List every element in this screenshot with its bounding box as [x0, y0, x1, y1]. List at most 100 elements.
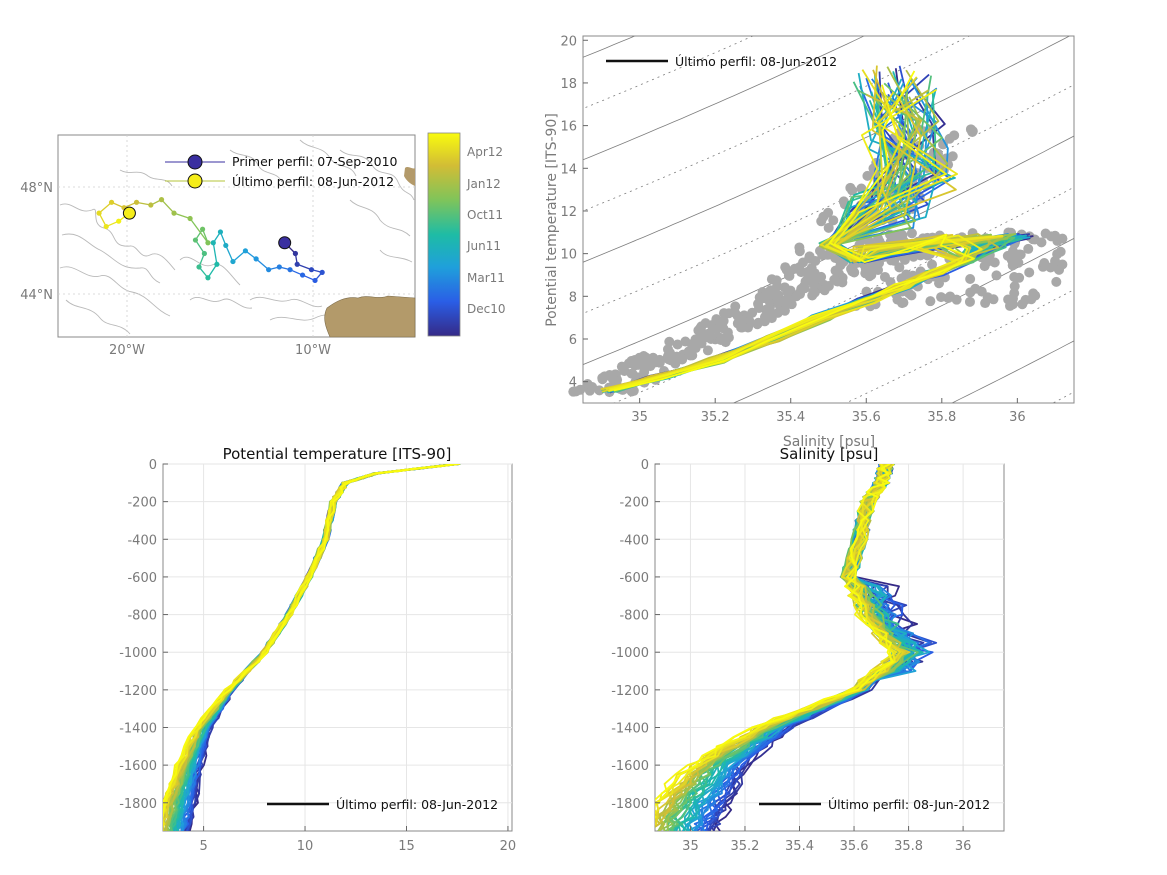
ytick-label: -400: [619, 533, 649, 548]
reference-point: [1015, 249, 1026, 260]
ytick-label: -1400: [119, 721, 157, 736]
ts-xtick-label: 35.6: [852, 410, 881, 425]
trajectory-point: [242, 248, 249, 254]
ts-xtick-label: 36: [1009, 410, 1026, 425]
xtick-label: 15: [398, 839, 415, 854]
reference-point: [1002, 250, 1013, 261]
reference-point: [702, 345, 713, 356]
trajectory-point: [196, 264, 202, 270]
xtick-label: 20: [500, 839, 517, 854]
reference-point: [759, 291, 770, 302]
ytick-label: -600: [619, 571, 649, 586]
xtick-label: 10: [297, 839, 314, 854]
reference-point: [672, 339, 683, 350]
map-ytick-44n: 44°N: [20, 288, 53, 303]
trajectory-point: [187, 215, 193, 222]
isopycnal: [951, 340, 1074, 403]
reference-point: [684, 347, 695, 358]
reference-point: [837, 277, 848, 288]
ts-ytick-label: 10: [560, 248, 577, 263]
ytick-label: -1600: [119, 759, 157, 774]
reference-point: [771, 275, 782, 286]
trajectory-point: [103, 223, 109, 230]
trajectory-point: [292, 250, 299, 257]
reference-point: [816, 271, 827, 282]
ts-profiles: [600, 65, 1034, 394]
trajectory-point: [230, 258, 236, 265]
reference-point: [965, 287, 976, 298]
map-legend-first-marker: [187, 154, 203, 170]
reference-point: [925, 296, 936, 307]
reference-point: [1009, 281, 1020, 292]
xtick-label: 36: [955, 839, 972, 854]
reference-point: [711, 324, 722, 335]
reference-point: [594, 385, 605, 396]
reference-point: [645, 361, 656, 372]
reference-point: [772, 307, 783, 318]
ts-profile: [613, 70, 975, 392]
trajectory-segment: [98, 201, 112, 214]
map-xtick-20w: 20°W: [109, 343, 145, 358]
reference-point: [823, 207, 834, 218]
reference-point: [964, 296, 975, 307]
last-profile-marker: [122, 206, 136, 220]
reference-point: [804, 270, 815, 281]
ts-ticks: 35 35.2 35.4 35.6 35.8 36 4 6 8 10 12 14 16 18 20: [560, 34, 1025, 425]
isopycnal: [583, 36, 1071, 263]
reference-point: [575, 384, 586, 395]
reference-point: [1040, 228, 1051, 239]
reference-point: [791, 291, 802, 302]
trajectory-segment: [255, 258, 270, 271]
ts-ytick-label: 8: [569, 290, 577, 305]
reference-point: [947, 151, 958, 162]
temp-depth-grid: [163, 463, 512, 831]
isopycnal: [508, 0, 1143, 36]
reference-point: [894, 262, 905, 273]
reference-point: [906, 290, 917, 301]
reference-point: [715, 334, 726, 345]
trajectory-point: [294, 261, 300, 267]
reference-point: [804, 251, 815, 262]
reference-point: [936, 292, 947, 303]
ytick-label: -1600: [611, 759, 649, 774]
reference-point: [718, 315, 729, 326]
trajectory-point: [133, 199, 140, 205]
ts-xtick-label: 35.2: [701, 410, 730, 425]
ytick-label: -1200: [119, 684, 157, 699]
ts-ytick-label: 6: [569, 333, 577, 348]
xtick-label: 35.8: [894, 839, 923, 854]
ts-ytick-label: 20: [560, 34, 577, 49]
trajectory-point: [199, 226, 206, 232]
reference-point: [737, 315, 748, 326]
reference-point: [938, 139, 949, 150]
ytick-label: -800: [619, 609, 649, 624]
ytick-label: -200: [619, 496, 649, 511]
trajectory-point: [158, 197, 165, 203]
temp-depth-title: Potential temperature [ITS-90]: [223, 445, 452, 463]
ts-legend-label: Último perfil: 08-Jun-2012: [675, 54, 837, 69]
reference-point: [906, 228, 917, 239]
ts-ytick-label: 12: [560, 205, 577, 220]
sal-depth-ticks: 35 35.2 35.4 35.6 35.8 36 0 -200 -400 -600 -800 -10…: [611, 458, 971, 854]
map-legend-last-marker: [187, 173, 203, 189]
reference-point: [607, 373, 618, 384]
reference-point: [753, 298, 764, 309]
trajectory-point: [214, 261, 220, 267]
trajectory-segment: [207, 263, 218, 279]
reference-point: [794, 242, 805, 253]
ts-profile: [614, 91, 1004, 391]
ts-ylabel: Potential temperature [ITS-90]: [544, 113, 560, 327]
trajectory-point: [96, 210, 102, 216]
reference-point: [782, 287, 793, 298]
reference-point: [1024, 267, 1035, 278]
ts-xlabel: Salinity [psu]: [783, 434, 875, 450]
reference-point: [832, 265, 843, 276]
trajectory-segment: [225, 245, 234, 262]
reference-point: [1051, 276, 1062, 287]
ytick-label: -1400: [611, 721, 649, 736]
ytick-label: -600: [127, 571, 157, 586]
reference-point: [838, 196, 849, 207]
map-legend-first-label: Primer perfil: 07-Sep-2010: [232, 154, 398, 169]
ts-panel: 35 35.2 35.4 35.6 35.8 36 4 6 8 10 12 14 16 18 20 Últi…: [508, 0, 1143, 450]
